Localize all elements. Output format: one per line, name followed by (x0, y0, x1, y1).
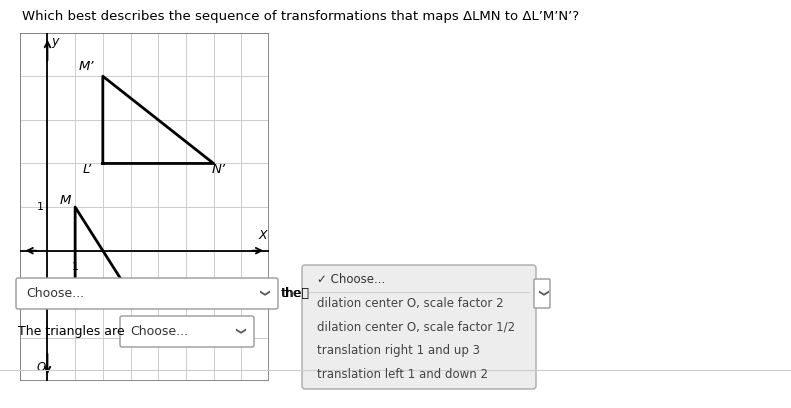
FancyBboxPatch shape (16, 278, 278, 309)
Text: 1: 1 (72, 262, 78, 272)
Text: dilation center O, scale factor 1/2: dilation center O, scale factor 1/2 (317, 321, 515, 333)
Text: ❯: ❯ (234, 328, 244, 335)
Text: translation left 1 and down 2: translation left 1 and down 2 (317, 368, 488, 381)
FancyBboxPatch shape (302, 265, 536, 389)
Text: The triangles are: The triangles are (18, 325, 125, 338)
Text: ❯: ❯ (537, 289, 547, 297)
Text: N’: N’ (211, 164, 225, 177)
FancyBboxPatch shape (120, 316, 254, 347)
Text: N: N (130, 297, 139, 310)
Text: M’: M’ (78, 60, 94, 73)
Text: L’: L’ (83, 164, 93, 177)
Text: the: the (281, 287, 301, 300)
Text: translation right 1 and up 3: translation right 1 and up 3 (317, 344, 480, 357)
Text: the : the  (282, 287, 310, 300)
FancyBboxPatch shape (534, 279, 550, 308)
Text: M: M (60, 194, 71, 207)
Text: Which best describes the sequence of transformations that maps ΔLMN to ΔL’M’N’?: Which best describes the sequence of tra… (22, 10, 579, 23)
Text: 1: 1 (37, 202, 44, 212)
Text: ✓ Choose...: ✓ Choose... (317, 273, 385, 286)
Text: Choose...: Choose... (130, 325, 188, 338)
Text: dilation center O, scale factor 2: dilation center O, scale factor 2 (317, 297, 504, 310)
Text: y: y (51, 35, 59, 48)
Text: O: O (37, 361, 46, 374)
Text: L: L (64, 297, 71, 310)
Text: Choose...: Choose... (26, 287, 84, 300)
Text: ❯: ❯ (258, 289, 268, 297)
Text: X: X (259, 229, 267, 242)
